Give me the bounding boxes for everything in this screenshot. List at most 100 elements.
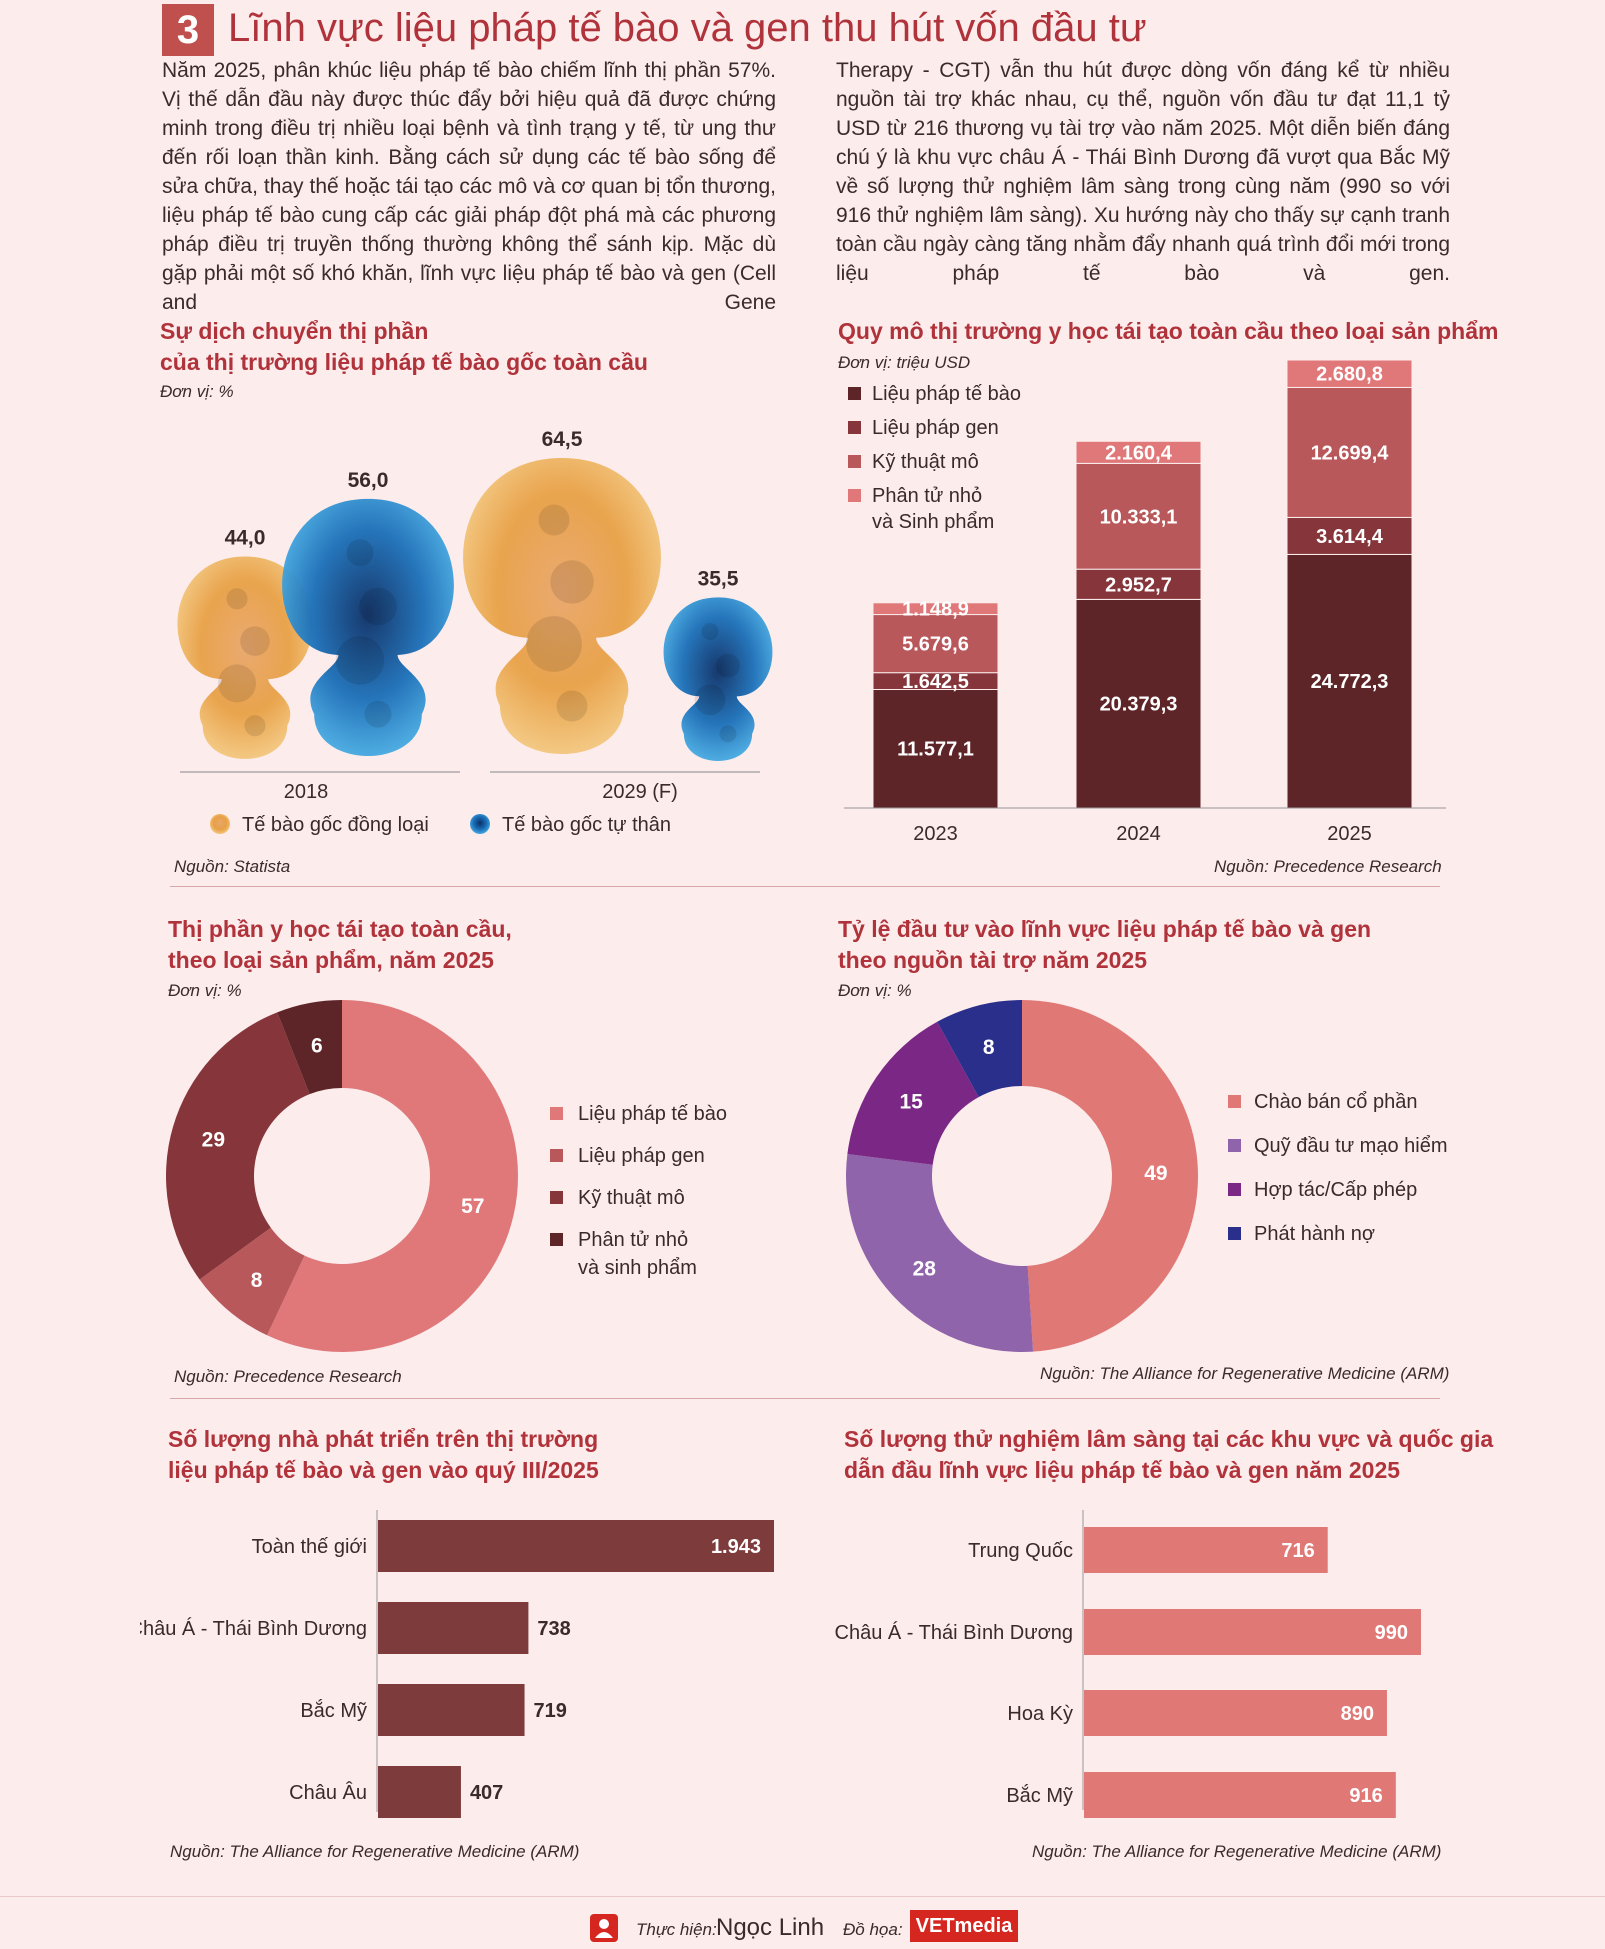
legend-marker (1228, 1139, 1241, 1152)
intro-paragraph-2: Therapy - CGT) vẫn thu hút được dòng vốn… (836, 59, 1450, 285)
legend-label: Kỹ thuật mô (872, 451, 979, 473)
divider-1 (170, 886, 1440, 887)
legend-label: Liệu pháp gen (872, 417, 999, 439)
unit-funding: Đơn vị: % (838, 981, 912, 1000)
bar-segment-3 (872, 602, 999, 616)
value-label: 35,5 (698, 567, 739, 590)
donut-slice-2 (166, 1012, 310, 1280)
slice-label: 57 (461, 1195, 484, 1218)
legend-marker (1228, 1095, 1241, 1108)
slice-label: 28 (913, 1258, 937, 1281)
chart-share: 57 8 29 6 Liệu pháp tế bào Liệu pháp gen Kỹ th… (166, 1000, 727, 1352)
category-label: Bắc Mỹ (300, 1699, 367, 1722)
segment-label: 2.680,8 (1316, 364, 1383, 386)
value-label: 407 (470, 1782, 503, 1804)
legend-label: Phân tử nhỏ và sinh phẩm (578, 1229, 697, 1279)
chart-market: 11.577,1 1.642,5 5.679,6 1.148,9 2023 20.379,… (844, 359, 1446, 845)
donut-slice-0 (1022, 1000, 1199, 1352)
category-label: Châu Á - Thái Bình Dương (140, 1617, 367, 1640)
unit-stemcell: Đơn vị: % (160, 382, 234, 401)
category-label: Châu Á - Thái Bình Dương (835, 1621, 1073, 1644)
donut-slice-0 (267, 1000, 518, 1352)
legend-marker (550, 1233, 563, 1246)
bar (1084, 1772, 1396, 1818)
legend-label: Phát hành nợ (1254, 1223, 1375, 1245)
chart-title-developers: Số lượng nhà phát triển trên thị trường … (168, 1426, 599, 1483)
value-label: 738 (537, 1618, 570, 1640)
bubble-autologous-2029F (663, 597, 773, 761)
bar (1084, 1609, 1421, 1655)
chart-title-market: Quy mô thị trường y học tái tạo toàn cầu… (838, 318, 1499, 344)
bubble-allogeneic-2029F (463, 458, 661, 754)
bar-segment-1 (1286, 516, 1413, 555)
category-label: 2018 (284, 781, 329, 803)
legend-marker (1228, 1183, 1241, 1196)
legend-marker (550, 1107, 563, 1120)
bar-segment-0 (1075, 598, 1202, 809)
bubble-autologous-2018 (282, 498, 454, 757)
segment-label: 1.642,5 (902, 671, 969, 693)
legend-label: Phân tử nhỏ và Sinh phẩm (872, 485, 994, 533)
value-label: 916 (1349, 1785, 1382, 1807)
legend-label: Tế bào gốc tự thân (502, 814, 671, 836)
value-label: 719 (534, 1700, 567, 1722)
bar (378, 1766, 461, 1818)
segment-label: 24.772,3 (1311, 671, 1389, 693)
value-label: 716 (1281, 1540, 1314, 1562)
segment-label: 11.577,1 (897, 739, 974, 761)
divider-2 (170, 1398, 1440, 1399)
legend-label: Liệu pháp tế bào (872, 383, 1021, 405)
slice-label: 6 (311, 1034, 323, 1057)
bar-segment-0 (872, 688, 999, 809)
legend-marker (1228, 1227, 1241, 1240)
category-label: 2023 (913, 823, 958, 845)
donut-slice-2 (847, 1021, 979, 1165)
category-label: Châu Âu (289, 1781, 367, 1804)
legend-label: Tế bào gốc đồng loại (242, 814, 429, 836)
chart-title-trials: Số lượng thử nghiệm lâm sàng tại các khu… (844, 1426, 1494, 1483)
bubble-allogeneic-2018 (177, 556, 313, 759)
legend-marker (848, 421, 861, 434)
chart-title-funding: Tỷ lệ đầu tư vào lĩnh vực liệu pháp tế b… (838, 916, 1372, 973)
legend-label: Kỹ thuật mô (578, 1187, 685, 1209)
author-label: Thực hiện: (636, 1920, 717, 1939)
author-icon (590, 1914, 618, 1942)
legend-label: Liệu pháp gen (578, 1145, 705, 1167)
value-label: 1.943 (711, 1536, 761, 1558)
chart-trials: Trung Quốc 716 Châu Á - Thái Bình Dương 990… (835, 1510, 1421, 1818)
segment-label: 10.333,1 (1100, 506, 1178, 528)
segment-label: 1.148,9 (902, 599, 969, 621)
segment-label: 20.379,3 (1100, 694, 1178, 716)
slice-label: 49 (1144, 1162, 1167, 1185)
chart-stemcell: 44,0 56,0 64,5 35,5 2018 2029 (F) Tế bào gốc đ… (177, 428, 773, 836)
chart-developers: Toàn thế giới 1.943 Châu Á - Thái Bình Dươ… (140, 1510, 774, 1818)
legend-marker (470, 814, 490, 834)
category-label: Trung Quốc (968, 1540, 1073, 1562)
donut-slice-1 (199, 1227, 305, 1336)
segment-label: 5.679,6 (902, 634, 969, 656)
segment-label: 2.160,4 (1105, 442, 1173, 464)
bar (378, 1520, 774, 1572)
bar (378, 1602, 529, 1654)
legend-marker (848, 489, 861, 502)
chart-funding: 49 28 15 8 Chào bán cổ phần Quỹ đầu tư mạo hi… (846, 1000, 1447, 1352)
legend-label: Quỹ đầu tư mạo hiểm (1254, 1135, 1447, 1157)
legend-marker (550, 1149, 563, 1162)
page-title: Lĩnh vực liệu pháp tế bào và gen thu hút… (228, 6, 1147, 50)
source-funding: Nguồn: The Alliance for Regenerative Med… (1040, 1364, 1450, 1383)
legend-marker (550, 1191, 563, 1204)
legend-label: Chào bán cổ phần (1254, 1091, 1417, 1113)
category-label: Hoa Kỳ (1007, 1703, 1073, 1725)
bar-segment-0 (1286, 553, 1413, 809)
vetmedia-logo: VETmedia (910, 1910, 1018, 1942)
category-label: 2025 (1327, 823, 1372, 845)
category-label: Toàn thế giới (252, 1536, 367, 1558)
section-number: 3 (162, 4, 214, 56)
donut-slice-3 (937, 1000, 1022, 1098)
value-label: 44,0 (225, 527, 266, 550)
bar-segment-1 (1075, 568, 1202, 600)
segment-label: 3.614,4 (1316, 526, 1384, 548)
value-label: 64,5 (542, 428, 583, 451)
bar-segment-2 (872, 614, 999, 674)
unit-market: Đơn vị: triệu USD (838, 353, 971, 372)
